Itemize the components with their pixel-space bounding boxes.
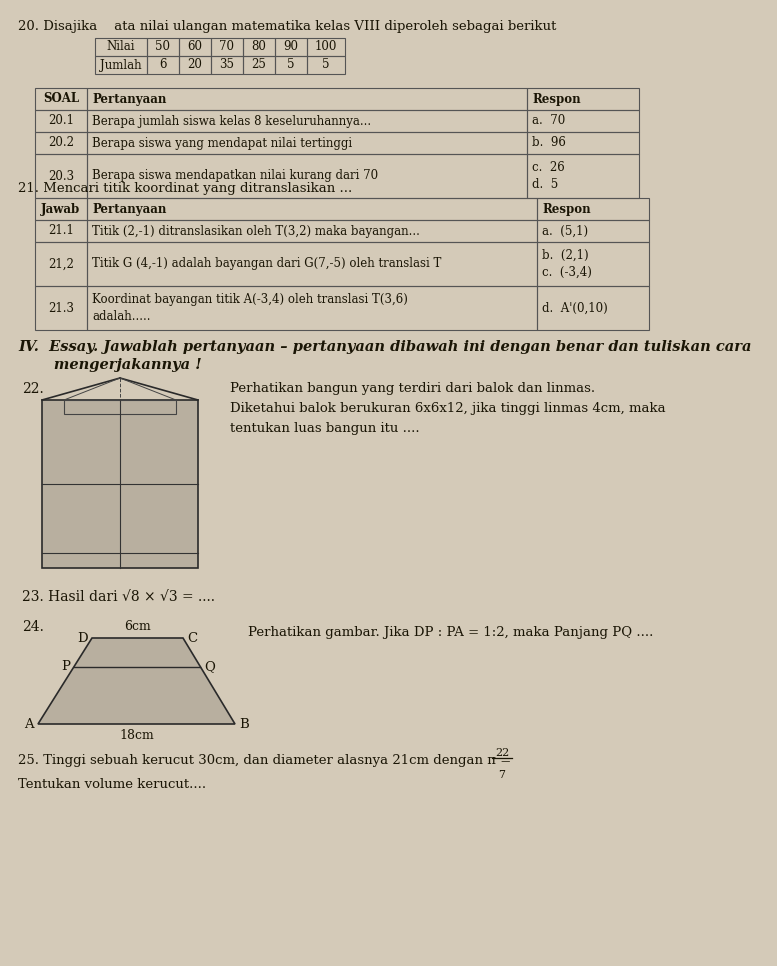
Bar xyxy=(537,286,649,330)
Bar xyxy=(35,132,87,154)
Text: 20.1: 20.1 xyxy=(48,115,74,128)
Bar xyxy=(243,56,275,74)
Bar xyxy=(87,132,527,154)
Bar xyxy=(537,198,649,220)
Bar xyxy=(307,38,345,56)
Text: Perhatikan gambar. Jika DP : PA = 1:2, maka Panjang PQ ....: Perhatikan gambar. Jika DP : PA = 1:2, m… xyxy=(248,626,653,639)
Bar xyxy=(87,220,537,242)
Text: C: C xyxy=(187,632,197,644)
Bar xyxy=(42,400,198,568)
Bar xyxy=(147,38,179,56)
Text: 18cm: 18cm xyxy=(119,729,154,742)
Bar xyxy=(35,242,87,286)
Text: 25. Tinggi sebuah kerucut 30cm, dan diameter alasnya 21cm dengan π =: 25. Tinggi sebuah kerucut 30cm, dan diam… xyxy=(18,754,511,767)
Text: Berapa siswa yang mendapat nilai tertinggi: Berapa siswa yang mendapat nilai terting… xyxy=(92,136,352,150)
Text: 35: 35 xyxy=(219,59,235,71)
Text: 80: 80 xyxy=(252,41,267,53)
Text: Tentukan volume kerucut....: Tentukan volume kerucut.... xyxy=(18,778,206,791)
Text: A: A xyxy=(24,718,34,730)
Text: 24.: 24. xyxy=(22,620,44,634)
Bar xyxy=(35,88,87,110)
Text: b.  96: b. 96 xyxy=(532,136,566,150)
Text: Pertanyaan: Pertanyaan xyxy=(92,93,166,105)
Text: 21,2: 21,2 xyxy=(48,258,74,270)
Text: Titik (2,-1) ditranslasikan oleh T(3,2) maka bayangan...: Titik (2,-1) ditranslasikan oleh T(3,2) … xyxy=(92,224,420,238)
Text: Q: Q xyxy=(204,660,215,673)
Polygon shape xyxy=(38,638,235,724)
Bar xyxy=(307,56,345,74)
Bar xyxy=(87,154,527,198)
Bar xyxy=(527,154,639,198)
Bar xyxy=(87,242,537,286)
Text: Koordinat bayangan titik A(-3,4) oleh translasi T(3,6)
adalah.....: Koordinat bayangan titik A(-3,4) oleh tr… xyxy=(92,293,408,323)
Bar xyxy=(275,56,307,74)
Bar xyxy=(211,56,243,74)
Text: mengerjakannya !: mengerjakannya ! xyxy=(18,358,201,372)
Text: Respon: Respon xyxy=(542,203,591,215)
Bar xyxy=(537,242,649,286)
Text: 5: 5 xyxy=(287,59,294,71)
Text: 22: 22 xyxy=(495,748,509,758)
Text: 7: 7 xyxy=(499,770,506,780)
Bar xyxy=(87,88,527,110)
Text: 50: 50 xyxy=(155,41,170,53)
Text: 100: 100 xyxy=(315,41,337,53)
Text: 6: 6 xyxy=(159,59,167,71)
Bar xyxy=(87,110,527,132)
Bar xyxy=(35,154,87,198)
Bar xyxy=(275,38,307,56)
Text: 22.: 22. xyxy=(22,382,44,396)
Bar xyxy=(527,110,639,132)
Text: B: B xyxy=(239,718,249,730)
Bar xyxy=(35,286,87,330)
Bar xyxy=(35,220,87,242)
Text: 20: 20 xyxy=(187,59,203,71)
Text: Berapa siswa mendapatkan nilai kurang dari 70: Berapa siswa mendapatkan nilai kurang da… xyxy=(92,169,378,183)
Bar xyxy=(35,198,87,220)
Text: Respon: Respon xyxy=(532,93,580,105)
Text: 21. Mencari titik koordinat yang ditranslasikan ...: 21. Mencari titik koordinat yang ditrans… xyxy=(18,182,352,195)
Text: 20.2: 20.2 xyxy=(48,136,74,150)
Text: 21.1: 21.1 xyxy=(48,224,74,238)
Text: 23. Hasil dari √8 × √3 = ....: 23. Hasil dari √8 × √3 = .... xyxy=(22,590,215,604)
Text: 6cm: 6cm xyxy=(124,620,151,633)
Bar xyxy=(527,88,639,110)
Text: 25: 25 xyxy=(252,59,267,71)
Text: Perhatikan bangun yang terdiri dari balok dan linmas.
Diketahui balok berukuran : Perhatikan bangun yang terdiri dari balo… xyxy=(230,382,666,435)
Bar xyxy=(527,132,639,154)
Text: Titik G (4,-1) adalah bayangan dari G(7,-5) oleh translasi T: Titik G (4,-1) adalah bayangan dari G(7,… xyxy=(92,258,441,270)
Text: IV.  Essay. Jawablah pertanyaan – pertanyaan dibawah ini dengan benar dan tulisk: IV. Essay. Jawablah pertanyaan – pertany… xyxy=(18,340,751,354)
Text: Nilai: Nilai xyxy=(106,41,135,53)
Text: a.  70: a. 70 xyxy=(532,115,565,128)
Bar xyxy=(87,198,537,220)
Text: Jawab: Jawab xyxy=(41,203,81,215)
Text: a.  (5,1): a. (5,1) xyxy=(542,224,588,238)
Text: 90: 90 xyxy=(284,41,298,53)
Bar xyxy=(87,286,537,330)
Bar xyxy=(35,110,87,132)
Text: Pertanyaan: Pertanyaan xyxy=(92,203,166,215)
Text: SOAL: SOAL xyxy=(43,93,79,105)
Bar xyxy=(243,38,275,56)
Bar xyxy=(179,38,211,56)
Bar xyxy=(537,220,649,242)
Text: 60: 60 xyxy=(187,41,203,53)
Text: D: D xyxy=(78,632,88,644)
Bar xyxy=(179,56,211,74)
Text: P: P xyxy=(61,660,70,673)
Text: 70: 70 xyxy=(219,41,235,53)
Text: c.  26
d.  5: c. 26 d. 5 xyxy=(532,161,565,191)
Bar xyxy=(64,400,176,414)
Text: d.  A'(0,10): d. A'(0,10) xyxy=(542,301,608,315)
Bar xyxy=(211,38,243,56)
Text: Jumlah: Jumlah xyxy=(100,59,142,71)
Text: b.  (2,1)
c.  (-3,4): b. (2,1) c. (-3,4) xyxy=(542,249,592,279)
Text: 21.3: 21.3 xyxy=(48,301,74,315)
Bar xyxy=(95,38,147,56)
Bar xyxy=(147,56,179,74)
Text: 5: 5 xyxy=(322,59,329,71)
Text: Berapa jumlah siswa kelas 8 keseluruhannya...: Berapa jumlah siswa kelas 8 keseluruhann… xyxy=(92,115,371,128)
Text: 20. Disajika    ata nilai ulangan matematika kelas VIII diperoleh sebagai beriku: 20. Disajika ata nilai ulangan matematik… xyxy=(18,20,556,33)
Text: 20.3: 20.3 xyxy=(48,169,74,183)
Bar xyxy=(95,56,147,74)
